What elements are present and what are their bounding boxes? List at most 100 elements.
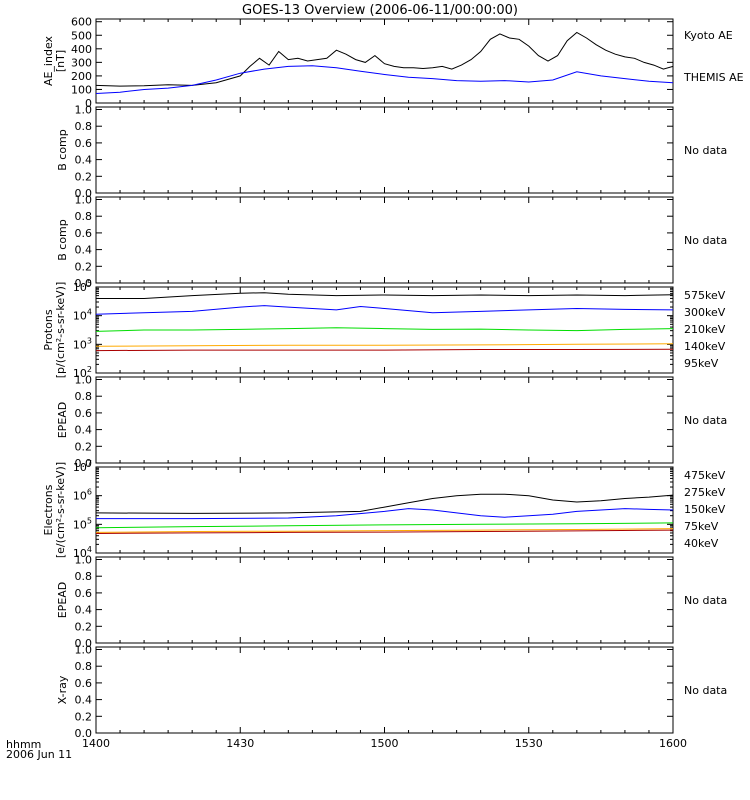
y-tick-label: 1.0	[75, 554, 93, 567]
y-tick-label: 0.6	[75, 137, 93, 150]
series-line-kyoto-ae	[95, 31, 674, 87]
y-tick-label: 0.4	[75, 604, 93, 617]
x-axis-label-line2: 2006 Jun 11	[6, 748, 72, 761]
legend-entry: 275keV	[684, 486, 726, 499]
panel-frame	[95, 466, 674, 554]
y-axis-label: Protons	[42, 309, 55, 350]
x-tick-label: 1530	[515, 737, 543, 750]
y-tick-label: 0.8	[75, 660, 93, 673]
series-line-275kev	[96, 508, 674, 520]
legend-entry: 300keV	[684, 306, 726, 319]
series-line-575kev	[96, 292, 674, 299]
x-tick-label: 1600	[659, 737, 687, 750]
panel-7: 0.0 0.2 0.4 0.6 0.8 1.0 EPEAD No data	[56, 554, 727, 650]
series-line-475kev	[95, 493, 674, 514]
y-tick-label: 0.4	[75, 694, 93, 707]
y-tick-label: 0.6	[75, 227, 93, 240]
y-tick-label: 1.0	[75, 194, 93, 207]
y-tick-label: 0.2	[75, 620, 93, 633]
y-tick-label: 200	[71, 70, 92, 83]
y-tick-label: 0.8	[75, 570, 93, 583]
panel-frame	[95, 646, 674, 734]
y-axis-label: EPEAD	[56, 582, 69, 619]
y-tick-label: 0.8	[75, 120, 93, 133]
y-axis-label: B comp	[56, 219, 69, 261]
panel-frame	[95, 376, 674, 464]
y-axis-label: B comp	[56, 129, 69, 171]
no-data-label: No data	[684, 684, 727, 697]
y-tick-label: 0.0	[75, 457, 93, 470]
no-data-label: No data	[684, 414, 727, 427]
legend-entry: 75keV	[684, 520, 719, 533]
x-tick-label: 1400	[82, 737, 110, 750]
panel-frame	[95, 556, 674, 644]
x-tick-label: 1430	[226, 737, 254, 750]
series-line-140kev	[95, 343, 674, 347]
chart-title: GOES-13 Overview (2006-06-11/00:00:00)	[242, 3, 518, 18]
legend-entry: 140keV	[684, 340, 726, 353]
legend-entry: 210keV	[684, 323, 726, 336]
y-tick-label: 1.0	[75, 374, 93, 387]
series-line-210kev	[95, 327, 674, 332]
series-line-150kev	[95, 522, 674, 529]
y-tick-label: 0	[85, 97, 92, 110]
y-tick-label: 0.6	[75, 407, 93, 420]
y-tick-label: 0.8	[75, 390, 93, 403]
y-tick-label: 0.2	[75, 710, 93, 723]
y-tick-label: 105	[73, 516, 92, 531]
series-line-75kev	[95, 528, 674, 533]
y-tick-label: 500	[71, 29, 92, 42]
y-tick-label: 0.0	[75, 637, 93, 650]
y-axis-unit-label: [e/(cm²-s-sr-keV)]	[54, 462, 67, 558]
no-data-label: No data	[684, 144, 727, 157]
y-tick-label: 0.6	[75, 587, 93, 600]
panel-5: 0.0 0.2 0.4 0.6 0.8 1.0 EPEAD No data	[56, 374, 727, 470]
y-tick-label: 0.0	[75, 277, 93, 290]
y-tick-label: 0.2	[75, 170, 93, 183]
y-tick-label: 600	[71, 16, 92, 29]
legend-entry: THEMIS AE	[683, 71, 744, 84]
y-tick-label: 1.0	[75, 644, 93, 657]
y-tick-label: 107	[73, 459, 92, 474]
panel-frame	[95, 196, 674, 284]
y-tick-label: 0.4	[75, 244, 93, 257]
panel-frame	[95, 18, 674, 104]
y-tick-label: 0.0	[75, 727, 93, 740]
y-tick-label: 100	[71, 83, 92, 96]
y-axis-label: EPEAD	[56, 402, 69, 439]
y-tick-label: 0.4	[75, 424, 93, 437]
y-tick-label: 105	[73, 279, 92, 294]
y-tick-label: 104	[73, 308, 92, 323]
y-tick-label: 103	[73, 336, 92, 351]
y-axis-unit-label: [nT]	[54, 50, 67, 72]
series-line-themis-ae	[95, 65, 674, 94]
y-tick-label: 0.0	[75, 187, 93, 200]
panel-frame	[95, 106, 674, 194]
y-tick-label: 400	[71, 43, 92, 56]
y-tick-label: 0.4	[75, 154, 93, 167]
no-data-label: No data	[684, 594, 727, 607]
legend-entry: Kyoto AE	[684, 29, 733, 42]
y-tick-label: 0.8	[75, 210, 93, 223]
y-axis-label: Electrons	[42, 484, 55, 535]
series-line-95kev	[95, 348, 674, 352]
x-tick-label: 1500	[371, 737, 399, 750]
y-tick-label: 106	[73, 488, 92, 503]
x-axis-label-line1: hhmm	[6, 738, 41, 751]
series-line-300kev	[95, 305, 674, 315]
series-line-40kev	[95, 529, 674, 534]
y-axis-unit-label: [p/(cm²-s-sr-keV)]	[54, 282, 67, 379]
panel-2: 0.0 0.2 0.4 0.6 0.8 1.0 B comp No data	[56, 104, 727, 200]
y-tick-label: 0.2	[75, 440, 93, 453]
y-tick-label: 1.0	[75, 104, 93, 117]
legend-entry: 575keV	[684, 289, 726, 302]
x-axis: 1400 1430 1500 1530 1600	[82, 737, 687, 750]
y-axis-label: AE_index	[42, 35, 55, 86]
panel-8: 0.0 0.2 0.4 0.6 0.8 1.0 X-ray No data	[56, 644, 727, 740]
legend-entry: 40keV	[684, 537, 719, 550]
